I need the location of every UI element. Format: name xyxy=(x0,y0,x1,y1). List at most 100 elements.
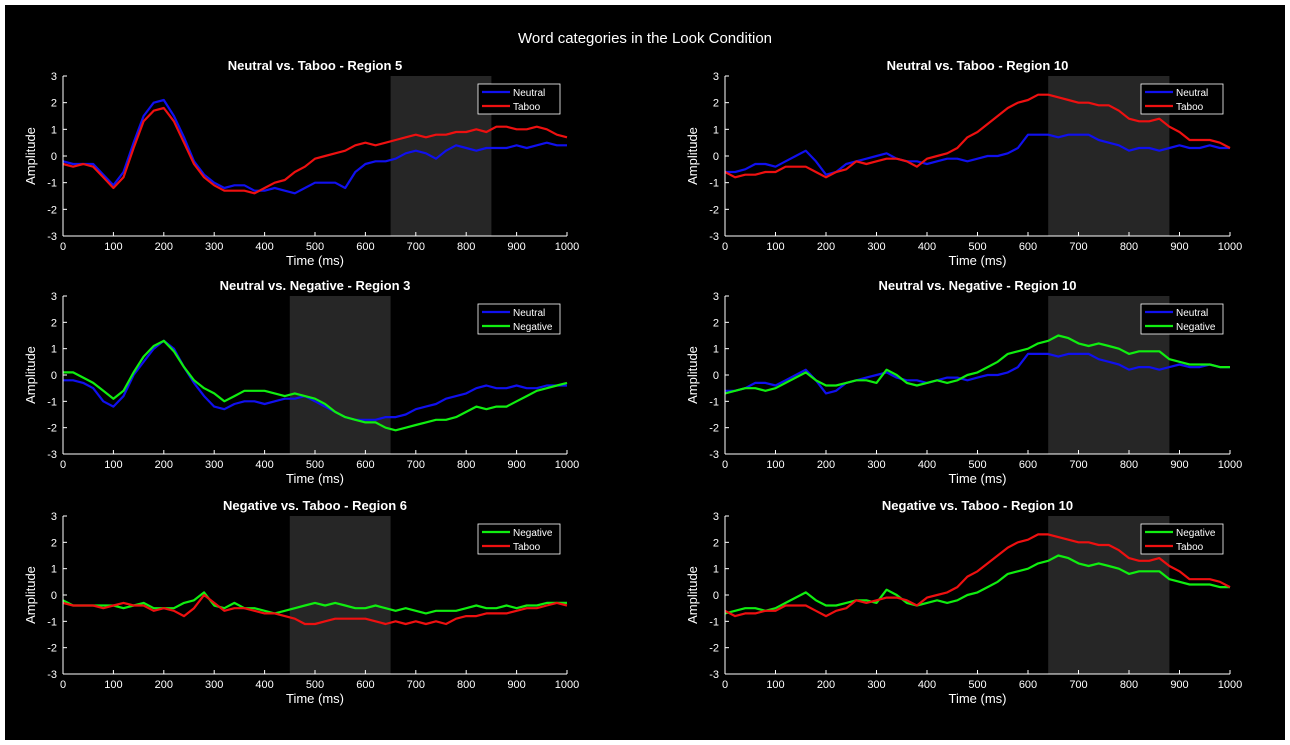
x-tick-label: 1000 xyxy=(1218,241,1242,253)
series-line-taboo xyxy=(724,93,1231,179)
y-tick-label: 3 xyxy=(713,291,719,303)
series-line-negative xyxy=(62,591,567,615)
x-tick-label: 100 xyxy=(766,241,784,253)
x-tick-label: 500 xyxy=(968,241,986,253)
analysis-window xyxy=(289,516,391,674)
y-tick-label: 0 xyxy=(713,590,719,602)
y-tick-label: -1 xyxy=(47,178,57,190)
y-tick-label: -2 xyxy=(709,204,719,216)
x-tick-label: 800 xyxy=(1120,459,1138,471)
legend-label: Taboo xyxy=(513,542,541,553)
y-tick-label: 3 xyxy=(713,71,719,83)
x-tick-label: 900 xyxy=(507,459,525,471)
x-tick-label: 900 xyxy=(507,679,525,691)
x-tick-label: 700 xyxy=(407,459,425,471)
y-tick-label: -1 xyxy=(47,396,57,408)
x-tick-label: 900 xyxy=(507,241,525,253)
x-tick-label: 900 xyxy=(1170,459,1188,471)
legend: Neutral Taboo xyxy=(477,83,561,115)
y-tick-label: 2 xyxy=(51,317,57,329)
y-tick-label: -1 xyxy=(709,396,719,408)
x-tick-label: 500 xyxy=(968,459,986,471)
series-line-negative xyxy=(724,554,1230,615)
x-tick-label: 0 xyxy=(722,459,728,471)
y-tick-label: -2 xyxy=(709,423,719,435)
x-tick-label: 600 xyxy=(356,241,374,253)
legend-box xyxy=(477,523,561,555)
legend: Negative Taboo xyxy=(1140,523,1224,555)
legend: Neutral Negative xyxy=(477,303,561,335)
x-tick-label: 600 xyxy=(1019,241,1037,253)
series-line-taboo xyxy=(724,533,1231,618)
subplot-6: 0 100 200 300 400 500 600 700 800 900 1000 -3 -2 -1 0 1… xyxy=(685,498,1242,706)
y-tick-label: -3 xyxy=(47,231,57,243)
y-tick-label: 1 xyxy=(713,564,719,576)
x-tick-label: 800 xyxy=(457,241,475,253)
x-axis-label: Time (ms) xyxy=(948,253,1006,268)
subplot-title: Neutral vs. Taboo - Region 5 xyxy=(228,58,403,73)
legend-label: Negative xyxy=(513,528,553,539)
series-line-neutral xyxy=(725,133,1230,176)
x-tick-label: 100 xyxy=(104,241,122,253)
x-tick-label: 600 xyxy=(1019,459,1037,471)
legend-box xyxy=(1140,523,1224,555)
legend-label: Negative xyxy=(513,322,553,333)
subplot-4: 0 100 200 300 400 500 600 700 800 900 1000 -3 -2 -1 0 1… xyxy=(685,278,1242,486)
legend-box xyxy=(1140,83,1224,115)
y-tick-label: 2 xyxy=(51,98,57,110)
y-tick-label: 1 xyxy=(713,124,719,136)
subplot-title: Negative vs. Taboo - Region 10 xyxy=(882,498,1073,513)
y-tick-label: 2 xyxy=(713,537,719,549)
x-tick-label: 700 xyxy=(407,679,425,691)
y-tick-label: -1 xyxy=(709,178,719,190)
x-tick-label: 0 xyxy=(722,241,728,253)
x-tick-label: 400 xyxy=(255,241,273,253)
y-tick-label: 1 xyxy=(51,124,57,136)
legend-label: Taboo xyxy=(513,102,541,113)
subplot-2: 0 100 200 300 400 500 600 700 800 900 1000 -3 -2 -1 0 1… xyxy=(685,58,1242,268)
x-axis-label: Time (ms) xyxy=(948,471,1006,486)
x-tick-label: 500 xyxy=(306,679,324,691)
x-tick-label: 100 xyxy=(766,679,784,691)
x-tick-label: 200 xyxy=(817,679,835,691)
y-axis-label: Amplitude xyxy=(685,566,700,624)
y-tick-label: 0 xyxy=(51,590,57,602)
x-tick-label: 200 xyxy=(155,679,173,691)
legend-label: Taboo xyxy=(1176,542,1204,553)
subplot-title: Neutral vs. Negative - Region 10 xyxy=(879,278,1077,293)
x-tick-label: 200 xyxy=(155,241,173,253)
y-tick-label: -1 xyxy=(709,616,719,628)
x-tick-label: 300 xyxy=(867,679,885,691)
x-tick-label: 600 xyxy=(356,679,374,691)
x-tick-label: 300 xyxy=(205,679,223,691)
x-tick-label: 700 xyxy=(1069,241,1087,253)
y-axis-label: Amplitude xyxy=(23,346,38,404)
x-tick-label: 0 xyxy=(722,679,728,691)
subplot-title: Neutral vs. Negative - Region 3 xyxy=(220,278,411,293)
x-tick-label: 100 xyxy=(766,459,784,471)
x-tick-label: 500 xyxy=(968,679,986,691)
series-line-negative xyxy=(63,339,568,432)
x-tick-label: 200 xyxy=(817,459,835,471)
series-line-neutral xyxy=(62,98,567,195)
y-tick-label: 1 xyxy=(51,564,57,576)
x-tick-label: 500 xyxy=(306,459,324,471)
x-tick-label: 600 xyxy=(1019,679,1037,691)
y-tick-label: -3 xyxy=(47,449,57,461)
y-tick-label: -2 xyxy=(47,423,57,435)
x-tick-label: 0 xyxy=(60,459,66,471)
y-tick-label: 3 xyxy=(51,291,57,303)
legend-label: Neutral xyxy=(513,308,545,319)
y-tick-label: -2 xyxy=(47,204,57,216)
y-tick-label: 2 xyxy=(713,98,719,110)
x-axis-label: Time (ms) xyxy=(286,253,344,268)
y-tick-label: 0 xyxy=(51,151,57,163)
x-tick-label: 400 xyxy=(255,459,273,471)
x-tick-label: 700 xyxy=(1069,459,1087,471)
x-tick-label: 600 xyxy=(356,459,374,471)
legend-box xyxy=(477,303,561,335)
legend: Negative Taboo xyxy=(477,523,561,555)
legend-box xyxy=(1140,303,1224,335)
